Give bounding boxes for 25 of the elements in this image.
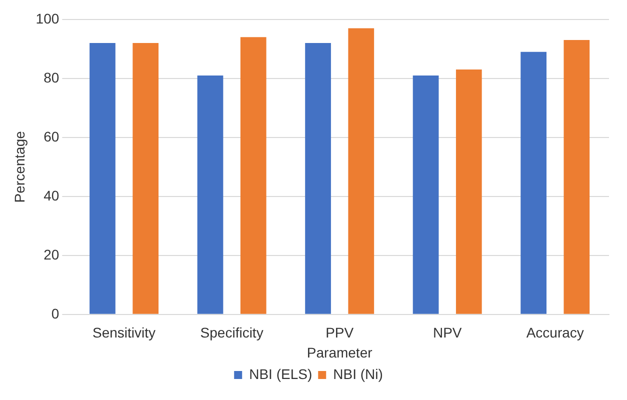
legend-label: NBI (Ni) — [333, 366, 383, 382]
y-tick-label: 80 — [44, 69, 60, 86]
bar — [90, 43, 116, 314]
bar — [456, 70, 482, 314]
bar — [564, 40, 590, 314]
bar — [240, 37, 266, 314]
x-axis-title: Parameter — [306, 344, 373, 360]
bar — [348, 28, 374, 314]
x-tick-label: Accuracy — [526, 324, 584, 341]
bar — [412, 75, 439, 314]
bar — [132, 43, 159, 314]
x-tick-label: NPV — [432, 324, 462, 341]
x-tick-label: Sensitivity — [92, 324, 156, 341]
y-tick-label: 20 — [44, 246, 60, 262]
x-tick-label: PPV — [326, 324, 354, 341]
y-tick-label: 100 — [36, 10, 60, 26]
bar — [520, 52, 546, 314]
y-axis-title: Percentage — [11, 130, 28, 203]
y-tick-label: 40 — [44, 187, 60, 204]
y-tick-label: 0 — [51, 305, 60, 322]
bar — [305, 43, 331, 314]
y-tick-label: 60 — [44, 128, 60, 144]
x-tick-label: Specificity — [200, 324, 264, 341]
legend-label: NBI (ELS) — [249, 366, 312, 382]
bar — [197, 75, 224, 314]
